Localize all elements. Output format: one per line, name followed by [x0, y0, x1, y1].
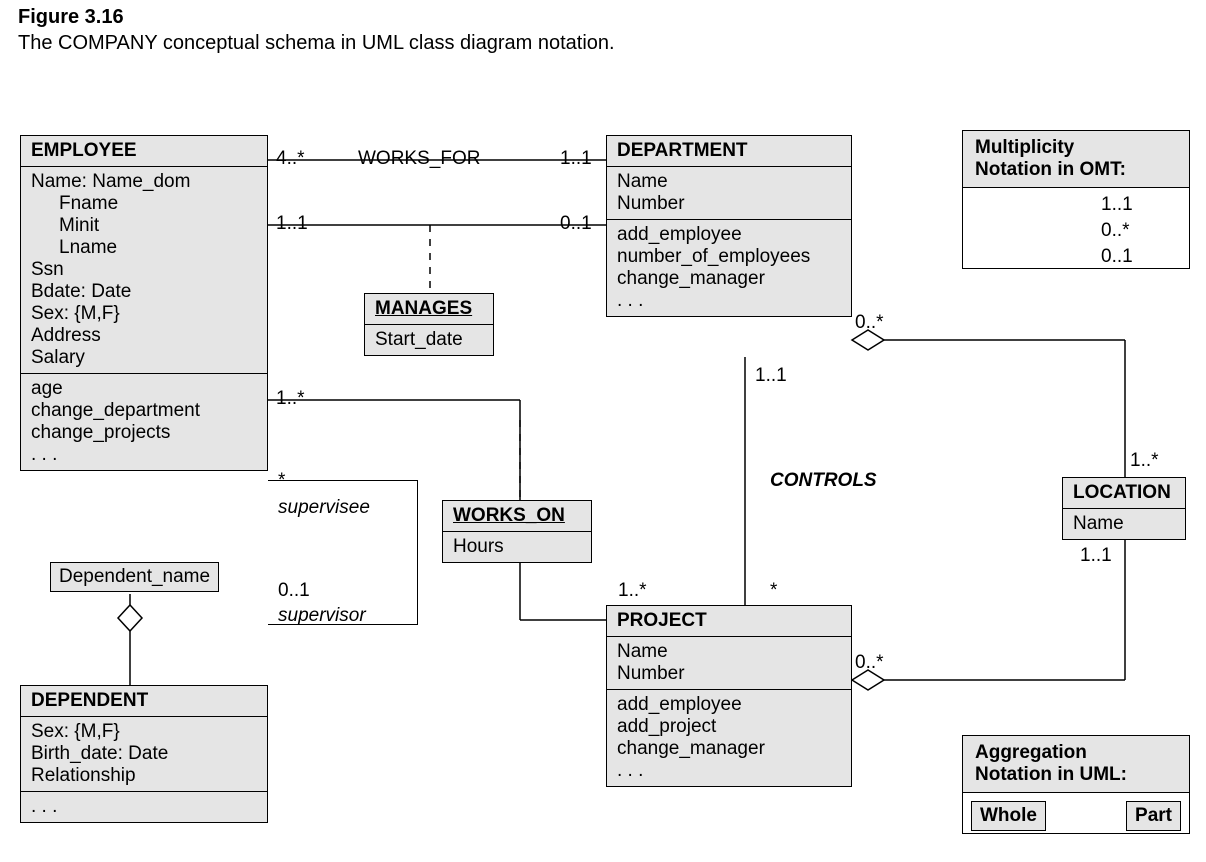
- attr: Sex: {M,F}: [31, 721, 257, 743]
- attr: Birth_date: Date: [31, 743, 257, 765]
- attr: Name: [617, 641, 841, 663]
- op: add_employee: [617, 224, 841, 246]
- legend-omt-title2: Notation in OMT:: [975, 159, 1177, 181]
- controls-dept-mult: 1..1: [755, 365, 787, 387]
- legend-agg-body: Whole Part: [963, 793, 1189, 833]
- legend-omt-row2: 0..1: [1101, 246, 1133, 268]
- works-on-emp-mult: 1..*: [276, 388, 305, 410]
- op: . . .: [617, 760, 841, 782]
- legend-omt-body: 1..1 0..* 0..1: [963, 188, 1189, 268]
- legend-agg-title2: Notation in UML:: [975, 764, 1177, 786]
- attr: Minit: [31, 215, 257, 237]
- legend-agg-header: Aggregation Notation in UML:: [963, 736, 1189, 793]
- class-dependent-attrs: Sex: {M,F} Birth_date: Date Relationship: [21, 717, 267, 792]
- attr: Sex: {M,F}: [31, 303, 257, 325]
- op: . . .: [31, 796, 257, 818]
- figure-subtitle: The COMPANY conceptual schema in UML cla…: [18, 32, 615, 55]
- legend-omt-row0: 1..1: [1101, 194, 1133, 216]
- legend-omt-header: Multiplicity Notation in OMT:: [963, 131, 1189, 188]
- works-on-proj-mult: *: [770, 580, 777, 602]
- assoc-class-manages-name: MANAGES: [365, 294, 493, 325]
- dept-loc-loc-mult: 1..*: [1130, 450, 1159, 472]
- op: number_of_employees: [617, 246, 841, 268]
- works-for-emp-mult: 4..*: [276, 148, 305, 170]
- dept-loc-dept-mult: 0..*: [855, 312, 884, 334]
- assoc-class-manages-attr: Start_date: [365, 325, 493, 355]
- class-project-attrs: Name Number: [607, 637, 851, 690]
- attr: Name: [1073, 513, 1175, 535]
- class-dependent-ops: . . .: [21, 792, 267, 822]
- assoc-class-works-on: WORKS_ON Hours: [442, 500, 592, 563]
- class-project: PROJECT Name Number add_employee add_pro…: [606, 605, 852, 787]
- qualifier-dependent-name: Dependent_name: [50, 562, 219, 592]
- legend-omt: Multiplicity Notation in OMT: 1..1 0..* …: [962, 130, 1190, 269]
- class-project-name: PROJECT: [607, 606, 851, 637]
- attr: Number: [617, 193, 841, 215]
- op: change_manager: [617, 738, 841, 760]
- attr: Number: [617, 663, 841, 685]
- supervisee-mult: *: [278, 470, 285, 492]
- attr: Address: [31, 325, 257, 347]
- legend-agg-title1: Aggregation: [975, 742, 1177, 764]
- op: change_department: [31, 400, 257, 422]
- attr: Name: [617, 171, 841, 193]
- class-employee-ops: age change_department change_projects . …: [21, 374, 267, 470]
- op: . . .: [31, 444, 257, 466]
- assoc-class-works-on-attr: Hours: [443, 532, 591, 562]
- attr: Lname: [31, 237, 257, 259]
- manages-dept-mult: 0..1: [560, 213, 592, 235]
- figure-title: Figure 3.16: [18, 6, 124, 29]
- class-department-name: DEPARTMENT: [607, 136, 851, 167]
- assoc-class-works-on-name: WORKS_ON: [443, 501, 591, 532]
- attr: Salary: [31, 347, 257, 369]
- class-location-name: LOCATION: [1063, 478, 1185, 509]
- op: add_project: [617, 716, 841, 738]
- class-dependent: DEPENDENT Sex: {M,F} Birth_date: Date Re…: [20, 685, 268, 823]
- class-project-ops: add_employee add_project change_manager …: [607, 690, 851, 786]
- attr: Bdate: Date: [31, 281, 257, 303]
- supervisee-role: supervisee: [278, 497, 370, 519]
- class-dependent-name: DEPENDENT: [21, 686, 267, 717]
- op: age: [31, 378, 257, 400]
- op: add_employee: [617, 694, 841, 716]
- class-department: DEPARTMENT Name Number add_employee numb…: [606, 135, 852, 317]
- diagram-canvas: Figure 3.16 The COMPANY conceptual schem…: [0, 0, 1206, 862]
- supervisor-mult: 0..1: [278, 580, 310, 602]
- legend-agg-part: Part: [1126, 801, 1181, 831]
- legend-agg-whole: Whole: [971, 801, 1046, 831]
- class-employee: EMPLOYEE Name: Name_dom Fname Minit Lnam…: [20, 135, 268, 471]
- attr: Relationship: [31, 765, 257, 787]
- assoc-class-manages: MANAGES Start_date: [364, 293, 494, 356]
- manages-emp-mult: 1..1: [276, 213, 308, 235]
- class-department-attrs: Name Number: [607, 167, 851, 220]
- class-employee-name: EMPLOYEE: [21, 136, 267, 167]
- attr: Fname: [31, 193, 257, 215]
- legend-aggregation: Aggregation Notation in UML: Whole Part: [962, 735, 1190, 834]
- legend-omt-title1: Multiplicity: [975, 137, 1177, 159]
- controls-label: CONTROLS: [770, 470, 877, 492]
- op: change_projects: [31, 422, 257, 444]
- class-department-ops: add_employee number_of_employees change_…: [607, 220, 851, 316]
- class-location-attrs: Name: [1063, 509, 1185, 539]
- class-employee-attrs: Name: Name_dom Fname Minit Lname Ssn Bda…: [21, 167, 267, 374]
- proj-loc-proj-mult: 0..*: [855, 652, 884, 674]
- works-for-dept-mult: 1..1: [560, 148, 592, 170]
- controls-proj-mult: 1..*: [618, 580, 647, 602]
- op: change_manager: [617, 268, 841, 290]
- class-location: LOCATION Name: [1062, 477, 1186, 540]
- attr: Name: Name_dom: [31, 171, 257, 193]
- proj-loc-loc-mult: 1..1: [1080, 545, 1112, 567]
- legend-omt-row1: 0..*: [1101, 220, 1130, 242]
- attr: Ssn: [31, 259, 257, 281]
- works-for-label: WORKS_FOR: [358, 148, 480, 170]
- supervisor-role: supervisor: [278, 605, 366, 627]
- op: . . .: [617, 290, 841, 312]
